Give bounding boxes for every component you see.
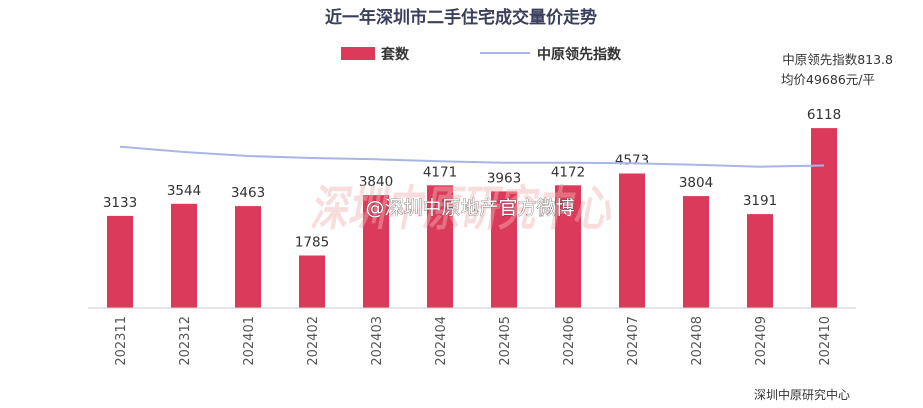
- legend-swatch-bars: [341, 47, 375, 60]
- bar-202407: [619, 173, 645, 308]
- bar-202406: [555, 185, 581, 308]
- x-tick-label: 202403: [370, 316, 385, 366]
- bar-value-label: 3133: [103, 195, 137, 211]
- watermark-text: @深圳中原地产官方微博: [365, 197, 574, 219]
- watermark-big: 深圳中原研究中心: [310, 181, 612, 237]
- bar-202410: [811, 128, 837, 308]
- x-tick-label: 202312: [178, 316, 193, 366]
- bar-value-label: 3544: [167, 183, 201, 199]
- chart-title: 近一年深圳市二手住宅成交量价走势: [325, 7, 597, 28]
- x-tick-label: 202405: [498, 316, 513, 366]
- bar-value-label: 6118: [807, 107, 841, 123]
- x-tick-label: 202311: [114, 316, 129, 366]
- x-tick-group: 202311 202312 202401 202402 202403 202404 2024…: [114, 316, 833, 366]
- bar-value-label: 3804: [679, 175, 713, 191]
- index-line: [119, 145, 825, 168]
- bar-202403: [363, 195, 389, 308]
- x-tick-label: 202409: [754, 316, 769, 366]
- bar-202312: [171, 203, 197, 308]
- annotation-index: 中原领先指数813.8: [782, 52, 893, 67]
- legend-label-line: 中原领先指数: [537, 46, 622, 63]
- bar-202401: [235, 206, 261, 308]
- bar-value-label: 1785: [295, 235, 329, 251]
- bar-value-label: 4171: [423, 164, 457, 180]
- bar-202404: [427, 185, 453, 308]
- bar-value-label: 3963: [487, 170, 521, 186]
- x-tick-label: 202401: [242, 316, 257, 366]
- x-tick-label: 202407: [626, 316, 641, 366]
- annotation-price: 均价49686元/平: [781, 72, 875, 87]
- x-tick-label: 202406: [562, 316, 577, 366]
- x-tick-label: 202404: [434, 316, 449, 366]
- x-tick-label: 202410: [818, 316, 833, 366]
- bar-value-label: 4573: [615, 153, 649, 169]
- bar-label-group: 3133 3544 3463 1785 3840 4171 3963 4172 4573 3804…: [103, 107, 841, 250]
- bar-group: [107, 128, 837, 308]
- bar-value-label: 4172: [551, 164, 585, 180]
- bar-202408: [683, 196, 709, 308]
- legend: 套数 中原领先指数: [341, 46, 622, 63]
- bar-202311: [107, 215, 133, 308]
- x-tick-label: 202408: [690, 316, 705, 366]
- bar-202402: [299, 255, 325, 308]
- bar-value-label: 3191: [743, 193, 777, 209]
- source-note: 深圳中原研究中心: [754, 387, 850, 402]
- watermark: 深圳中原研究中心 @深圳中原地产官方微博: [310, 181, 612, 237]
- bar-value-label: 3463: [231, 185, 265, 201]
- legend-label-bars: 套数: [381, 46, 410, 63]
- x-tick-label: 202402: [306, 316, 321, 366]
- bar-value-label: 3840: [359, 174, 393, 190]
- bar-202405: [491, 191, 517, 308]
- bar-202409: [747, 214, 773, 308]
